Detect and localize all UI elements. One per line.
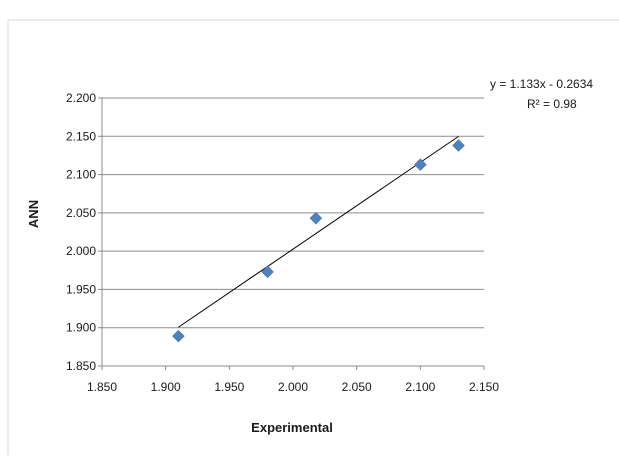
y-axis-title: ANN (26, 200, 41, 228)
y-tick-label: 1.850 (66, 359, 96, 373)
x-tick-label: 2.100 (405, 380, 435, 394)
data-point (261, 265, 274, 279)
x-tick-label: 2.000 (278, 380, 308, 394)
y-tick-label: 1.950 (66, 282, 96, 296)
data-point (452, 139, 465, 152)
data-points (172, 139, 465, 343)
x-tick-label: 1.900 (151, 380, 181, 394)
y-tick-label: 2.050 (66, 206, 96, 220)
data-point (413, 158, 427, 171)
trendline-equation: y = 1.133x - 0.2634 (490, 77, 593, 91)
data-point (172, 329, 185, 343)
y-tick-label: 2.000 (66, 244, 96, 258)
x-tick-label: 2.150 (469, 380, 499, 394)
x-axis-title: Experimental (251, 420, 333, 435)
tick-labels: 1.850 1.900 1.950 2.000 2.050 2.100 2.150 2.200… (66, 91, 499, 394)
y-tick-label: 2.150 (66, 129, 96, 143)
x-tick-label: 1.950 (214, 380, 244, 394)
x-tick-label: 1.850 (87, 380, 117, 394)
x-tick-label: 2.050 (342, 380, 372, 394)
axes (98, 97, 485, 370)
r-squared-label: R² = 0.98 (527, 97, 577, 111)
y-tick-label: 2.100 (66, 168, 96, 182)
y-tick-label: 1.900 (66, 321, 96, 335)
y-tick-label: 2.200 (66, 91, 96, 105)
trendline (178, 135, 459, 328)
gridlines (102, 97, 484, 329)
trendline-group (178, 135, 459, 328)
data-point (309, 211, 323, 225)
